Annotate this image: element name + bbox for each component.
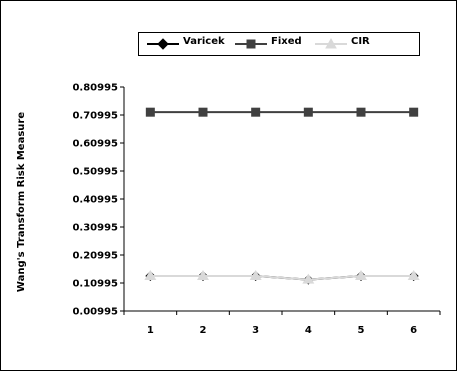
y-tick-label: 0.50995 [72,167,118,178]
y-tick-label: 0.40995 [72,195,118,206]
legend-marker-fixed [246,39,256,49]
data-point-cir [249,269,262,280]
data-point-fixed [303,107,313,117]
y-tick-label: 0.20995 [72,251,118,262]
legend-marker-cir [325,37,337,49]
y-tick-label: 0.70995 [72,111,118,122]
legend-label-fixed: Fixed [271,36,302,47]
x-tick-label: 3 [252,325,259,336]
series-line-cir [150,274,414,281]
legend-label-cir: CIR [351,36,370,47]
data-point-cir [144,269,157,280]
chart-legend: Varicek Fixed CIR [138,32,420,56]
y-tick-label: 0.30995 [72,223,118,234]
data-point-fixed [145,107,155,117]
data-point-cir [197,269,209,280]
legend-label-varicek: Varicek [183,36,225,47]
y-tick-label: 0.80995 [72,83,118,94]
y-tick-label: 0.00995 [72,307,118,318]
data-point-fixed [409,107,419,117]
data-point-fixed [356,107,366,117]
data-point-cir [355,269,367,280]
data-point-cir [302,273,315,284]
x-tick-label: 6 [410,325,417,336]
x-tick-label: 4 [305,325,312,336]
data-point-fixed [198,107,208,117]
x-tick-label: 2 [200,325,207,336]
data-point-cir [407,269,420,280]
legend-marker-varicek [157,38,169,50]
data-point-fixed [251,107,261,117]
y-axis-title: Wang's Transform Risk Measure [16,112,27,292]
y-tick-label: 0.60995 [72,139,118,150]
y-tick-label: 0.10995 [72,279,118,290]
x-tick-label: 1 [147,325,154,336]
x-tick-label: 5 [358,325,365,336]
